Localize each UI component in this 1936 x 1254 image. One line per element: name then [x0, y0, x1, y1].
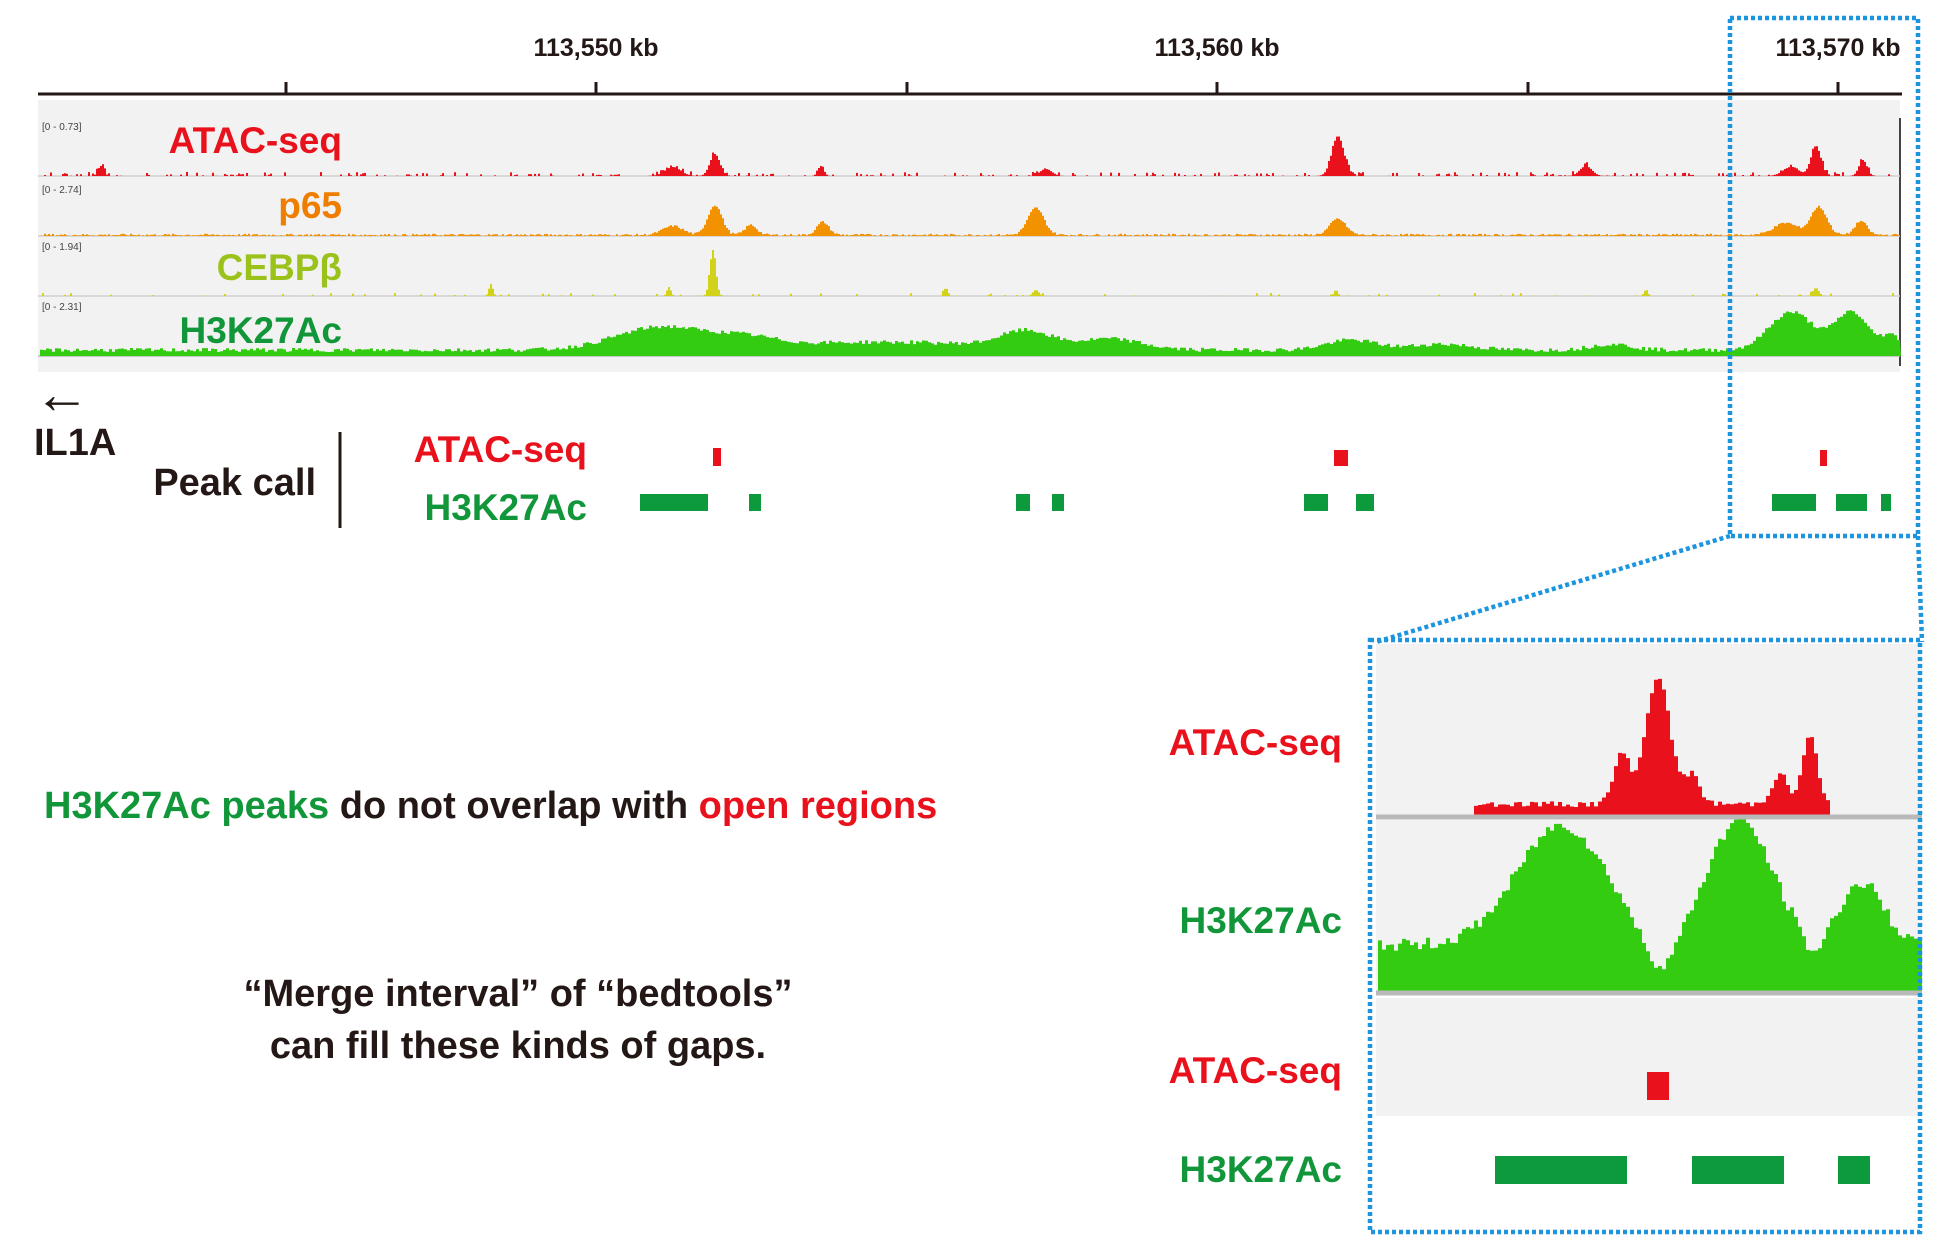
h3k27ac-signal-area: [40, 310, 1901, 356]
zoom-atac-signal: [1378, 678, 1922, 815]
cebpb-range-label: [0 - 1.94]: [42, 242, 82, 253]
atac-peak-block: [1820, 450, 1827, 466]
cebpb-track-name: CEBPβ: [217, 247, 342, 288]
h3k27ac-peak-block: [640, 494, 708, 511]
ruler-label-1: 113,550 kb: [533, 34, 658, 62]
h3k27ac-track-name: H3K27Ac: [180, 310, 342, 351]
zoom-atac-peak-block: [1647, 1072, 1669, 1100]
il1a-direction-arrow-icon: ←: [34, 362, 90, 425]
bedtools-note-line1: “Merge interval” of “bedtools”: [244, 973, 793, 1015]
bedtools-note-line2: can fill these kinds of gaps.: [270, 1025, 766, 1067]
h3k27ac-peak-block: [1881, 494, 1891, 511]
h3k27ac-peak-block: [1304, 494, 1328, 511]
annotation-h3k27ac-peaks: H3K27Ac peaks: [44, 785, 329, 827]
zoom-connector-line: [1915, 535, 1925, 643]
il1a-gene-label: IL1A: [34, 422, 116, 464]
atac-track-name: ATAC-seq: [169, 120, 342, 161]
atac-peak-block: [713, 448, 721, 466]
zoom-h3k27ac-signal-area: [1378, 815, 1922, 991]
h3k27ac-range-label: [0 - 2.31]: [42, 302, 82, 313]
zoom-atac-label: ATAC-seq: [1169, 722, 1342, 763]
ruler-label-2: 113,560 kb: [1154, 34, 1279, 62]
zoom-region-box: [1367, 637, 1923, 1235]
peak-call-h3k27ac-label: H3K27Ac: [425, 487, 587, 528]
atac-peak-block: [1334, 450, 1348, 466]
atac-range-label: [0 - 0.73]: [42, 122, 82, 133]
h3k27ac-peak-block: [1052, 494, 1064, 511]
coordinate-ruler: 113,550 kb 113,560 kb 113,570 kb: [38, 34, 1902, 96]
h3k27ac-peak-block: [1356, 494, 1374, 511]
zoom-h3k27ac-peak-block: [1495, 1156, 1627, 1184]
annotation-middle: do not overlap with: [340, 785, 688, 827]
zoom-h3k27ac-peak-block: [1838, 1156, 1870, 1184]
p65-range-label: [0 - 2.74]: [42, 185, 82, 196]
h3k27ac-peak-block: [1016, 494, 1030, 511]
highlight-region-box: [1727, 15, 1921, 539]
peak-call-atac-label: ATAC-seq: [414, 429, 587, 470]
h3k27ac-peak-block: [1772, 494, 1816, 511]
overlap-annotation: H3K27Ac peaks do not overlap with open r…: [44, 785, 937, 827]
peak-call-atac-blocks: [713, 448, 1827, 466]
h3k27ac-peak-block: [749, 494, 761, 511]
zoom-peak-h3k27ac-label: H3K27Ac: [1180, 1149, 1342, 1190]
zoom-atac-signal-area: [1378, 678, 1922, 815]
p65-track-name: p65: [278, 185, 342, 226]
h3k27ac-peak-block: [1836, 494, 1867, 511]
peak-call-h3k27ac-blocks: [640, 494, 1891, 511]
zoom-connector-line: [1375, 533, 1731, 645]
peak-call-label: Peak call: [153, 462, 316, 504]
zoom-h3k27ac-label: H3K27Ac: [1180, 900, 1342, 941]
h3k27ac-signal: [40, 310, 1901, 356]
ruler-label-3: 113,570 kb: [1775, 34, 1900, 62]
zoom-h3k27ac-peak-block: [1692, 1156, 1784, 1184]
zoom-peak-atac-label: ATAC-seq: [1169, 1050, 1342, 1091]
zoom-h3k27ac-signal: [1378, 815, 1922, 991]
annotation-open-regions: open regions: [699, 785, 938, 827]
